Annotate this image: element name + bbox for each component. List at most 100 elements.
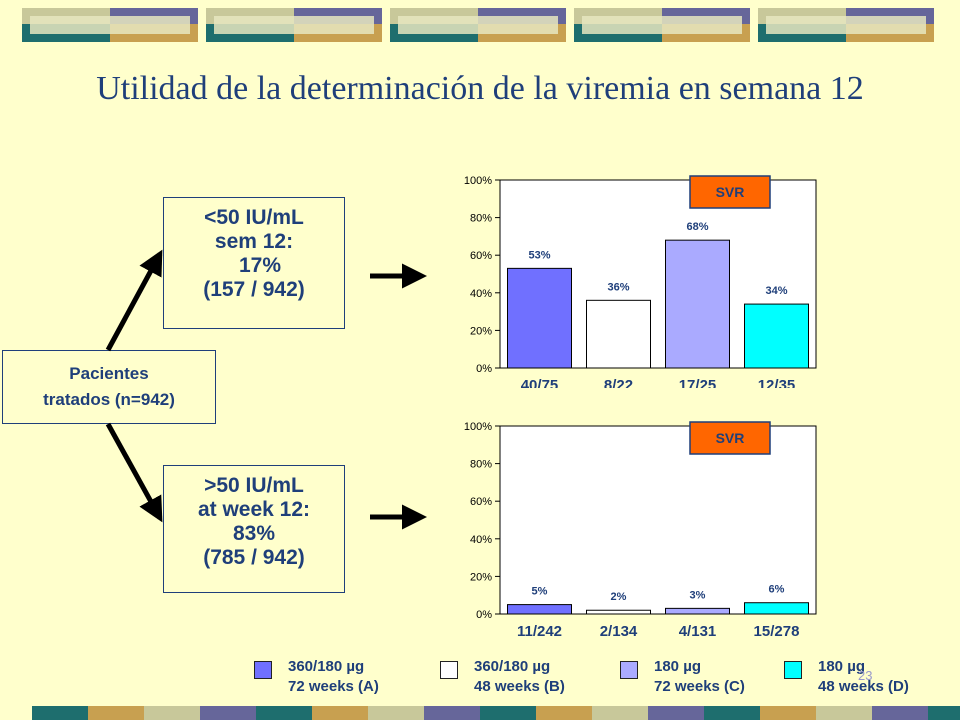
bottom-decoration-block — [144, 706, 200, 720]
svr-chart-above50: 0% 20% 40% 60% 80% 100% 5% 11/242 2% 2/134 3% 4/131… — [464, 421, 817, 640]
bottom-decoration-block — [480, 706, 536, 720]
bottom-decoration-block — [928, 706, 960, 720]
y-tick-label: 60% — [470, 250, 492, 262]
above50-box: >50 IU/mL at week 12: 83% (785 / 942) — [163, 465, 345, 593]
bottom-decoration-block — [312, 706, 368, 720]
below50-line1: <50 IU/mL — [204, 206, 304, 229]
legend-label-line2: 72 weeks (C) — [654, 678, 745, 695]
bar — [507, 604, 572, 615]
bar-value-label: 53% — [528, 249, 550, 261]
category-label: 40/75 — [521, 377, 559, 388]
legend-label: 180 µg 72 weeks (C) — [654, 657, 745, 697]
legend-swatch — [784, 661, 802, 679]
legend-label-line2: 48 weeks (D) — [818, 678, 909, 695]
top-decoration — [0, 0, 960, 50]
bar-value-label: 3% — [690, 589, 706, 601]
below50-line2: sem 12: — [214, 230, 294, 253]
bottom-decoration-block — [816, 706, 872, 720]
legend-label-line1: 360/180 µg — [474, 658, 551, 675]
bar-value-label: 2% — [611, 591, 627, 603]
above50-line2: at week 12: — [197, 498, 311, 521]
bottom-decoration-block — [32, 706, 88, 720]
top-decoration-group — [206, 8, 382, 42]
svr-badge-label: SVR — [716, 430, 745, 446]
legend-label-line2: 72 weeks (A) — [288, 678, 379, 695]
bar — [744, 303, 809, 369]
legend-swatch — [254, 661, 272, 679]
bottom-decoration-block — [648, 706, 704, 720]
bar — [665, 239, 730, 369]
category-label: 2/134 — [600, 623, 638, 640]
patients-line1: Pacientes — [69, 364, 149, 383]
bar-value-label: 68% — [686, 221, 708, 233]
plot-area — [499, 425, 817, 615]
page-number: 23 — [858, 668, 873, 683]
category-label: 4/131 — [679, 623, 717, 640]
top-decoration-group — [574, 8, 750, 42]
arrow-to-below50 — [105, 249, 163, 352]
bottom-decoration-block — [88, 706, 144, 720]
below50-line4: (157 / 942) — [203, 278, 305, 301]
legend-swatch — [440, 661, 458, 679]
bar-value-label: 6% — [769, 584, 785, 596]
bottom-decoration-block — [200, 706, 256, 720]
bottom-decoration-block — [536, 706, 592, 720]
bottom-decoration-block — [592, 706, 648, 720]
y-tick-label: 60% — [470, 496, 492, 508]
top-decoration-blocks — [22, 8, 934, 42]
legend-swatch — [620, 661, 638, 679]
svr-badge-label: SVR — [716, 184, 745, 200]
category-label: 11/242 — [517, 623, 562, 640]
svr-badge — [689, 421, 771, 455]
y-tick-label: 40% — [470, 534, 492, 546]
bar — [507, 267, 572, 369]
arrow-to-above50 — [105, 422, 163, 523]
bottom-decoration — [32, 706, 960, 720]
bottom-decoration-block — [368, 706, 424, 720]
top-decoration-group — [390, 8, 566, 42]
svr-chart-below50: 0% 20% 40% 60% 80% 100% 53% 40/75 36% 8/22 68% 17/2… — [464, 175, 817, 388]
top-decoration-group — [758, 8, 934, 42]
legend-label-line1: 180 µg — [818, 658, 865, 675]
above50-line4: (785 / 942) — [203, 546, 305, 569]
y-tick-label: 100% — [464, 421, 492, 433]
y-tick-label: 20% — [470, 325, 492, 337]
y-tick-label: 0% — [476, 363, 492, 375]
legend-label-line1: 180 µg — [654, 658, 701, 675]
patients-box: Pacientes tratados (n=942) — [2, 350, 216, 424]
bar — [744, 602, 809, 615]
bottom-decoration-block — [760, 706, 816, 720]
y-tick-label: 40% — [470, 288, 492, 300]
bar-value-label: 5% — [532, 586, 548, 598]
above50-line1: >50 IU/mL — [204, 474, 304, 497]
category-label: 15/278 — [754, 623, 800, 640]
bottom-decoration-block — [872, 706, 928, 720]
slide-title: Utilidad de la determinación de la virem… — [96, 70, 864, 107]
y-tick-label: 20% — [470, 571, 492, 583]
svr-badge — [689, 175, 771, 209]
below50-box: <50 IU/mL sem 12: 17% (157 / 942) — [163, 197, 345, 329]
legend-label: 180 µg 48 weeks (D) — [818, 657, 909, 697]
patients-line2: tratados (n=942) — [43, 390, 175, 409]
legend-label-line2: 48 weeks (B) — [474, 678, 565, 695]
above50-line3: 83% — [232, 522, 276, 545]
legend-label: 360/180 µg 48 weeks (B) — [474, 657, 565, 697]
bar — [586, 299, 651, 369]
legend-label: 360/180 µg 72 weeks (A) — [288, 657, 379, 697]
y-tick-label: 80% — [470, 459, 492, 471]
top-decoration-group — [22, 8, 198, 42]
y-tick-label: 80% — [470, 213, 492, 225]
category-label: 12/35 — [758, 377, 796, 388]
bar — [586, 609, 651, 615]
bottom-decoration-block — [256, 706, 312, 720]
bar — [665, 607, 730, 615]
y-tick-label: 100% — [464, 175, 492, 187]
legend-label-line1: 360/180 µg — [288, 658, 365, 675]
below50-line3: 17% — [238, 254, 282, 277]
bottom-decoration-block — [704, 706, 760, 720]
bar-value-label: 36% — [607, 281, 629, 293]
category-label: 17/25 — [679, 377, 717, 388]
bar-value-label: 34% — [765, 285, 787, 297]
y-tick-label: 0% — [476, 609, 492, 621]
bottom-decoration-block — [424, 706, 480, 720]
